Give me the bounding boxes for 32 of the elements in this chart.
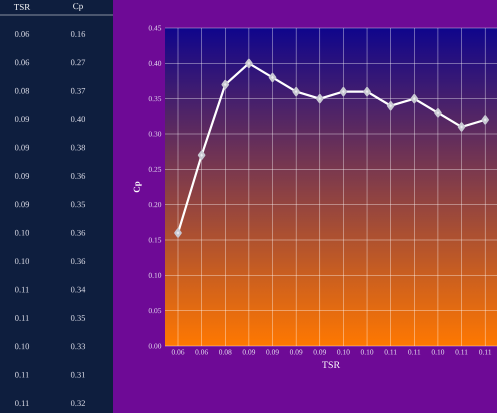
category-label: 0.11 [15, 372, 29, 378]
text: 0.40 [70, 116, 86, 122]
category-label: 0.06 [14, 31, 30, 37]
text: 0.38 [70, 144, 86, 150]
text: 0.31 [70, 372, 85, 378]
category-label: 0.11 [15, 315, 29, 321]
text: 0.36 [70, 258, 86, 264]
text: 0.32 [70, 400, 85, 406]
category-label: 0.09 [14, 202, 30, 208]
text: 0.37 [70, 88, 86, 94]
category-label: 0.08 [14, 88, 30, 94]
text: 0.27 [70, 60, 86, 66]
text: 0.33 [70, 344, 86, 350]
category-label: 0.10 [14, 344, 30, 350]
category-label: 0.10 [14, 258, 30, 264]
x-axis-title: TSR [322, 361, 340, 368]
text: Cp [73, 3, 83, 11]
text: 0.35 [70, 315, 86, 321]
y-axis-title: Cp [134, 182, 142, 192]
category-label: 0.11 [15, 400, 29, 406]
category-label: 0.09 [14, 173, 30, 179]
category-label: 0.09 [14, 144, 30, 150]
text: 0.36 [70, 173, 86, 179]
text: 0.36 [70, 230, 86, 236]
category-label: 0.11 [15, 286, 29, 292]
text: 0.35 [70, 202, 86, 208]
text: 0.16 [70, 31, 86, 37]
category-label: 0.06 [14, 60, 30, 66]
text: 0.34 [70, 286, 86, 292]
category-label: 0.10 [14, 230, 30, 236]
category-label: 0.09 [14, 116, 30, 122]
text: TSR [14, 4, 30, 10]
